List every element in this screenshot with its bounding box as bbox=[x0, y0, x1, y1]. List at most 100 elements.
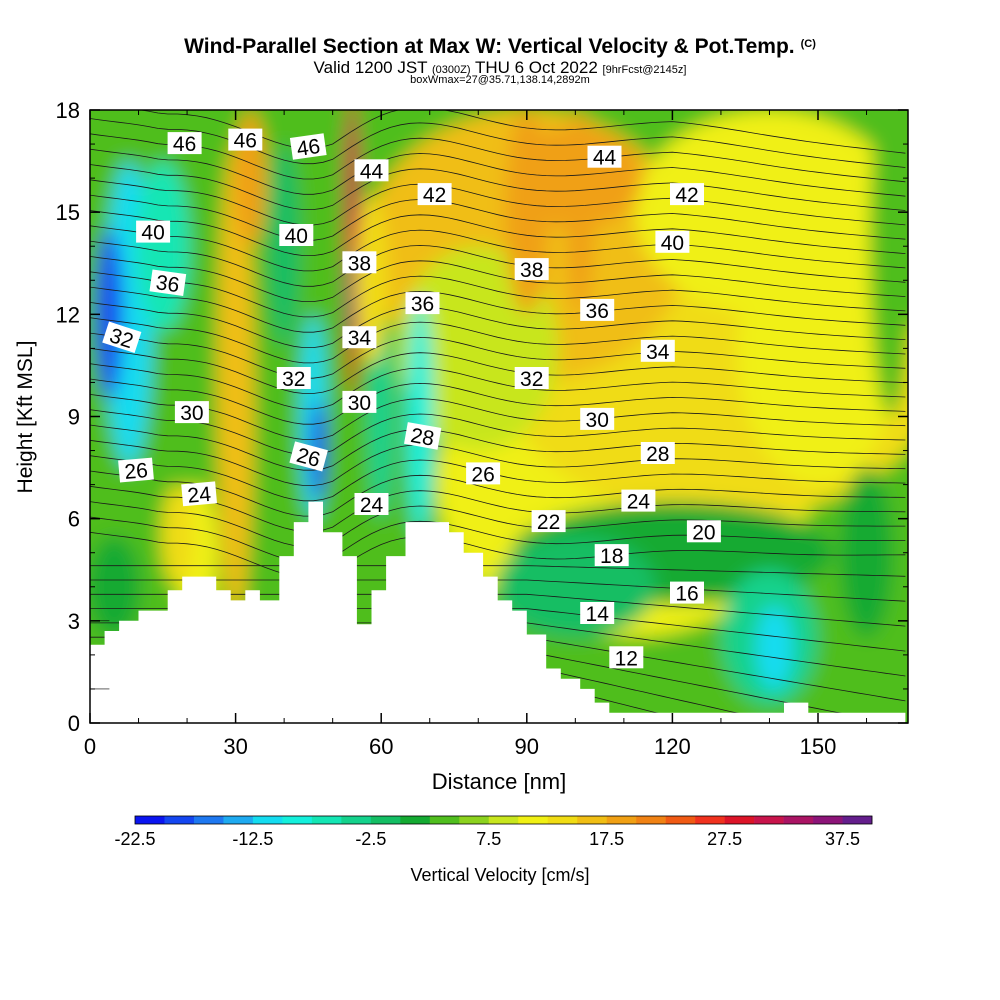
x-axis: 0 30 60 90 120 150 bbox=[84, 110, 868, 759]
colorbar-tick-label: 27.5 bbox=[707, 829, 742, 849]
contour-label-text: 14 bbox=[586, 603, 610, 626]
contour-label: 16 bbox=[670, 581, 704, 606]
contour-label-text: 38 bbox=[520, 259, 543, 282]
field-blob bbox=[216, 144, 255, 621]
contour-label: 26 bbox=[466, 462, 501, 486]
contour-label: 46 bbox=[228, 128, 263, 153]
colorbar-swatch bbox=[606, 816, 637, 824]
contour-label: 42 bbox=[670, 183, 704, 207]
contour-label: 22 bbox=[531, 510, 566, 534]
contour-label: 40 bbox=[136, 220, 171, 245]
contour-label-text: 46 bbox=[234, 130, 257, 153]
field-blob bbox=[839, 467, 894, 638]
contour-label-box bbox=[342, 326, 377, 349]
field-blob bbox=[355, 195, 388, 366]
y-tick-label: 9 bbox=[68, 405, 80, 430]
colorbar-label: Vertical Velocity [cm/s] bbox=[410, 865, 589, 885]
contour-label: 28 bbox=[640, 442, 675, 466]
contour-label-text: 24 bbox=[187, 483, 213, 508]
subtitle-fcst: [9hrFcst@2145z] bbox=[602, 64, 687, 76]
field-blob bbox=[90, 535, 142, 638]
isentrope-line bbox=[90, 317, 906, 364]
contour-label-box bbox=[342, 251, 377, 274]
contour-label-box bbox=[621, 489, 656, 512]
isentrope-line bbox=[90, 118, 906, 168]
field-blob bbox=[161, 484, 194, 587]
velocity-field bbox=[90, 110, 908, 723]
colorbar-swatch bbox=[577, 816, 607, 824]
contour-label: 32 bbox=[102, 321, 142, 353]
isentrope-line bbox=[90, 133, 906, 183]
contour-label-box bbox=[640, 442, 675, 464]
x-tick-label: 120 bbox=[654, 734, 691, 759]
colorbar-swatch bbox=[193, 816, 224, 824]
contour-label-text: 40 bbox=[141, 222, 164, 245]
isentrope-line bbox=[90, 179, 906, 226]
colorbar-swatch bbox=[459, 816, 490, 824]
isentrope-line bbox=[90, 348, 906, 394]
colorbar-tick-label: 7.5 bbox=[476, 829, 501, 849]
colorbar-swatch bbox=[400, 816, 431, 824]
contour-label-box bbox=[580, 602, 615, 624]
colorbar-tick-label: -12.5 bbox=[232, 829, 273, 849]
contour-label-text: 24 bbox=[360, 494, 384, 517]
contour-label: 26 bbox=[118, 457, 154, 484]
contour-labels: 46 46 46 44 44 42 42 40 40 40 38 38 36 36 36 34 34 32 32 32… bbox=[102, 128, 721, 670]
contour-label-text: 26 bbox=[471, 463, 494, 486]
contour-label: 46 bbox=[289, 133, 327, 161]
contour-label-box bbox=[279, 224, 314, 246]
contour-label-text: 40 bbox=[285, 225, 308, 248]
colorbar-swatch bbox=[252, 816, 283, 824]
x-tick-label: 30 bbox=[223, 734, 247, 759]
contour-label-box bbox=[167, 132, 202, 155]
contour-label: 36 bbox=[405, 292, 440, 316]
contour-label-text: 46 bbox=[173, 133, 196, 156]
x-axis-label: Distance [nm] bbox=[432, 769, 567, 794]
contour-label: 30 bbox=[174, 401, 209, 425]
contour-label-text: 42 bbox=[423, 184, 446, 207]
contour-label-box bbox=[587, 145, 622, 168]
isentrope-line bbox=[90, 240, 906, 287]
contour-label-text: 36 bbox=[586, 300, 609, 323]
subtitle-date: THU 6 Oct 2022 bbox=[474, 58, 598, 77]
plot-area: 46 46 46 44 44 42 42 40 40 40 38 38 36 36 36 34 34 32 32 32… bbox=[90, 110, 908, 723]
contour-label-text: 18 bbox=[600, 545, 623, 568]
y-tick-label: 18 bbox=[56, 98, 80, 123]
contour-label-text: 44 bbox=[593, 147, 617, 170]
contour-label-text: 28 bbox=[409, 424, 436, 451]
isentrope-line bbox=[90, 256, 906, 302]
contour-label: 24 bbox=[181, 481, 218, 508]
contour-label-text: 30 bbox=[180, 402, 203, 425]
contour-label-box bbox=[514, 258, 549, 281]
colorbar-swatch bbox=[282, 816, 313, 824]
contour-label: 14 bbox=[580, 602, 615, 626]
y-tick-label: 12 bbox=[56, 302, 80, 327]
contour-label-box bbox=[686, 520, 721, 543]
contour-label: 18 bbox=[594, 544, 629, 568]
colorbar-swatch bbox=[488, 816, 519, 824]
contour-label: 38 bbox=[514, 258, 549, 282]
isentrope-line bbox=[90, 363, 906, 410]
colorbar-swatch bbox=[813, 816, 843, 824]
contour-label-box bbox=[136, 220, 171, 243]
isentrope-line bbox=[90, 271, 906, 318]
colorbar-swatch bbox=[724, 816, 755, 824]
contour-label-box bbox=[514, 367, 549, 389]
contour-label-text: 16 bbox=[675, 583, 698, 606]
contour-label-text: 46 bbox=[295, 135, 321, 161]
contour-label: 46 bbox=[167, 132, 202, 156]
contour-label-text: 36 bbox=[411, 293, 434, 316]
contour-label-text: 44 bbox=[360, 160, 384, 183]
field-blob bbox=[96, 229, 123, 400]
chart-title: Wind-Parallel Section at Max W: Vertical… bbox=[0, 36, 1000, 57]
isentrope-line bbox=[90, 194, 906, 241]
contour-label: 32 bbox=[514, 367, 549, 391]
colorbar-frame bbox=[134, 815, 873, 825]
isentrope-line bbox=[90, 332, 906, 379]
contour-label: 36 bbox=[149, 269, 187, 297]
field-blob bbox=[755, 605, 794, 691]
contour-label: 42 bbox=[417, 183, 452, 207]
contour-label: 34 bbox=[342, 326, 377, 350]
contour-label-box bbox=[640, 339, 675, 362]
